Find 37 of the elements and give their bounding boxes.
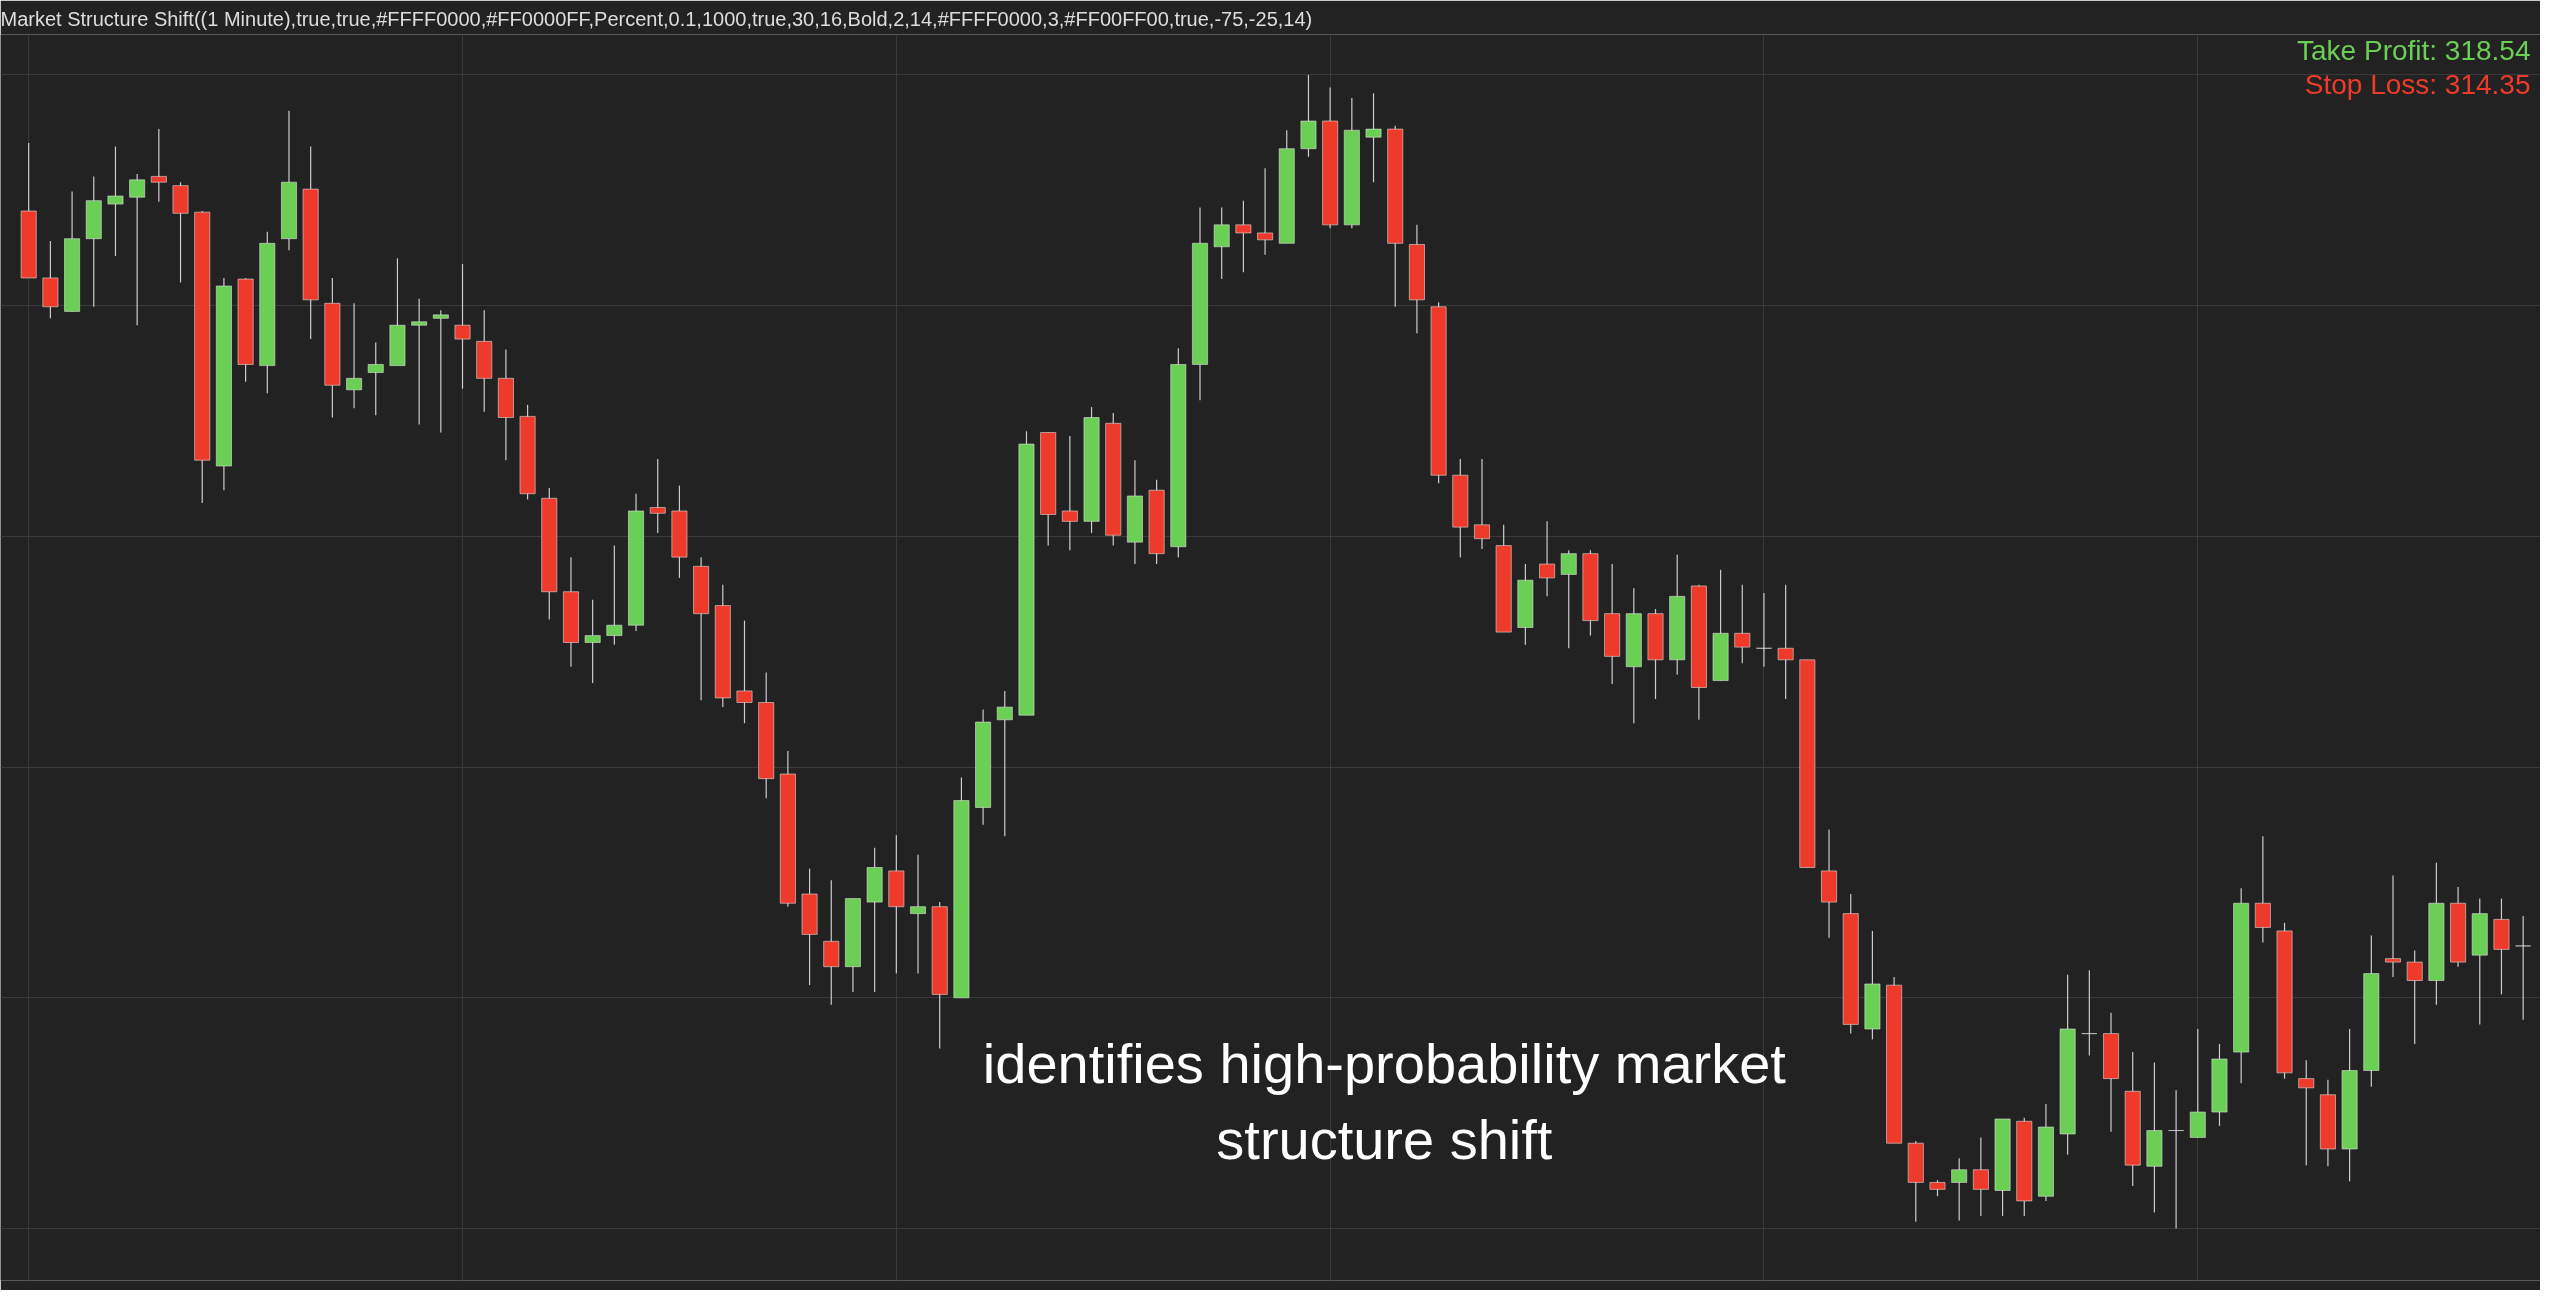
candlestick <box>1777 584 1794 700</box>
candlestick <box>996 690 1013 837</box>
candlestick <box>1061 435 1078 551</box>
candlestick <box>1257 167 1273 256</box>
candlestick <box>1560 549 1577 649</box>
candlestick <box>411 298 428 426</box>
chart-title: Market Structure Shift((1 Minute),true,true,#FFFF0000,#FF0000FF,Percent,0.1,1000,true,30,16,Bold,2,14,#FFFF0000,3,#FF00FF00,true,-75,-25,14) <box>0 7 1313 30</box>
candlestick <box>367 341 384 416</box>
candlestick <box>1972 1136 1989 1217</box>
candlestick <box>346 302 362 409</box>
candlestick <box>736 619 753 724</box>
candlestick <box>584 599 601 684</box>
candlestick <box>1734 584 1751 664</box>
candlestick <box>107 145 124 257</box>
candlestick <box>2298 1059 2315 1166</box>
text: Take Profit: 318.54 <box>2297 34 2531 66</box>
candlestick <box>1235 200 1252 273</box>
candlestick <box>649 458 666 534</box>
candlestick <box>150 128 167 203</box>
annotation: identifies high-probability market structure shift <box>982 1032 1787 1171</box>
candlestick <box>1756 592 1772 668</box>
candlestick <box>2168 1089 2184 1230</box>
candlestick <box>2406 949 2423 1045</box>
candlestick <box>910 854 926 975</box>
candlestick <box>2385 874 2401 978</box>
candlestick <box>432 309 449 434</box>
candlestick <box>1951 1157 1968 1222</box>
annotation: Stop Loss: 314.35 <box>2304 68 2531 100</box>
candlestick <box>2515 915 2532 1021</box>
candlestick <box>454 263 471 390</box>
candlestick <box>1539 520 1555 597</box>
candlestick <box>1365 92 1382 183</box>
candlestick <box>1213 206 1230 280</box>
candlestick <box>1474 458 1490 550</box>
candlestick <box>129 173 146 326</box>
candlestick <box>2081 969 2098 1057</box>
candlestick <box>606 544 623 646</box>
